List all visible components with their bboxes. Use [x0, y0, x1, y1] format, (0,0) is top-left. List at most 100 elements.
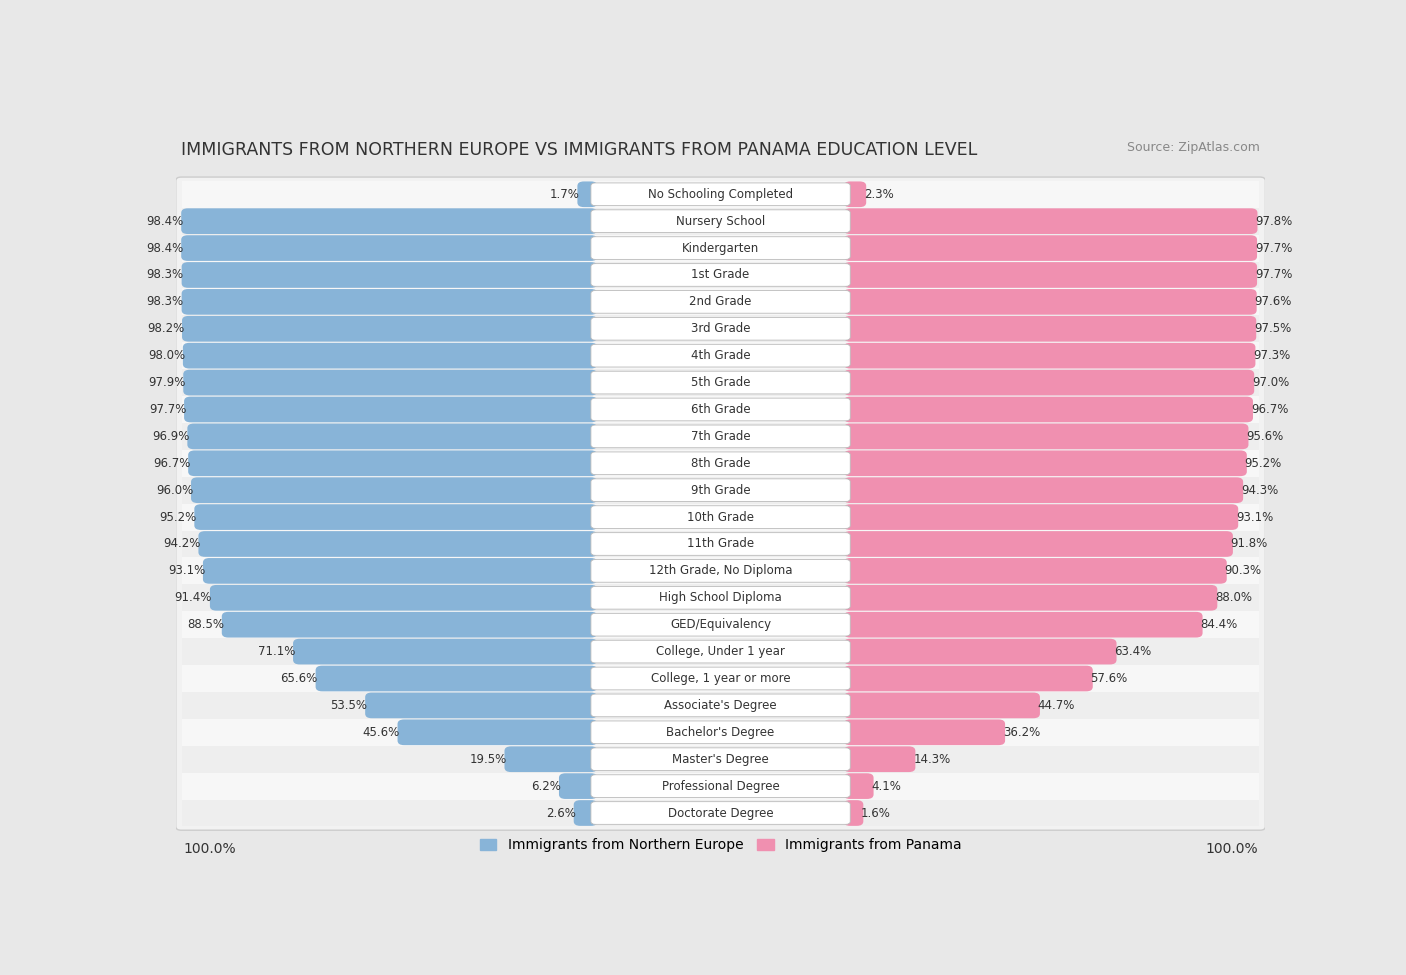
Text: 95.6%: 95.6% [1246, 430, 1284, 443]
Text: High School Diploma: High School Diploma [659, 591, 782, 604]
FancyBboxPatch shape [591, 371, 851, 394]
FancyBboxPatch shape [844, 773, 873, 799]
Text: 6.2%: 6.2% [531, 780, 561, 793]
Text: Professional Degree: Professional Degree [662, 780, 779, 793]
FancyBboxPatch shape [591, 237, 851, 259]
FancyBboxPatch shape [591, 210, 851, 232]
FancyBboxPatch shape [844, 720, 1005, 745]
Text: 98.3%: 98.3% [146, 268, 184, 282]
FancyBboxPatch shape [560, 773, 598, 799]
FancyBboxPatch shape [844, 746, 915, 772]
FancyBboxPatch shape [202, 558, 598, 584]
Text: 100.0%: 100.0% [183, 842, 236, 856]
Text: 3rd Grade: 3rd Grade [690, 323, 751, 335]
Bar [183, 289, 1258, 315]
FancyBboxPatch shape [181, 262, 598, 288]
Bar [183, 611, 1258, 639]
FancyBboxPatch shape [578, 181, 598, 207]
Bar [183, 423, 1258, 449]
Text: 45.6%: 45.6% [363, 725, 399, 739]
Text: 44.7%: 44.7% [1038, 699, 1076, 712]
Text: College, Under 1 year: College, Under 1 year [657, 645, 785, 658]
FancyBboxPatch shape [844, 558, 1227, 584]
FancyBboxPatch shape [591, 667, 851, 690]
Text: 98.2%: 98.2% [148, 323, 184, 335]
Bar [183, 530, 1258, 558]
Bar [183, 746, 1258, 772]
Text: 1.7%: 1.7% [550, 188, 579, 201]
FancyBboxPatch shape [591, 318, 851, 340]
FancyBboxPatch shape [591, 694, 851, 717]
Text: 63.4%: 63.4% [1115, 645, 1152, 658]
Bar [183, 719, 1258, 746]
FancyBboxPatch shape [844, 612, 1202, 638]
FancyBboxPatch shape [844, 639, 1116, 664]
Text: 4th Grade: 4th Grade [690, 349, 751, 362]
Text: 8th Grade: 8th Grade [690, 456, 751, 470]
FancyBboxPatch shape [591, 425, 851, 448]
Bar [183, 477, 1258, 504]
Bar [183, 639, 1258, 665]
Text: Nursery School: Nursery School [676, 214, 765, 228]
FancyBboxPatch shape [183, 343, 598, 369]
Text: 91.8%: 91.8% [1230, 537, 1268, 551]
Text: 96.0%: 96.0% [156, 484, 193, 496]
FancyBboxPatch shape [315, 666, 598, 691]
FancyBboxPatch shape [844, 181, 866, 207]
FancyBboxPatch shape [844, 478, 1243, 503]
Text: 95.2%: 95.2% [1244, 456, 1282, 470]
FancyBboxPatch shape [844, 800, 863, 826]
Text: 97.7%: 97.7% [1256, 268, 1292, 282]
Text: 57.6%: 57.6% [1091, 672, 1128, 685]
FancyBboxPatch shape [574, 800, 598, 826]
Bar [183, 396, 1258, 423]
Text: 100.0%: 100.0% [1205, 842, 1258, 856]
Text: Master's Degree: Master's Degree [672, 753, 769, 765]
FancyBboxPatch shape [844, 692, 1040, 719]
Text: 11th Grade: 11th Grade [688, 537, 754, 551]
FancyBboxPatch shape [844, 370, 1254, 396]
Text: 9th Grade: 9th Grade [690, 484, 751, 496]
Bar [183, 235, 1258, 261]
Text: 97.3%: 97.3% [1253, 349, 1291, 362]
FancyBboxPatch shape [591, 344, 851, 367]
FancyBboxPatch shape [591, 641, 851, 663]
Legend: Immigrants from Northern Europe, Immigrants from Panama: Immigrants from Northern Europe, Immigra… [474, 833, 967, 858]
Text: 96.9%: 96.9% [152, 430, 190, 443]
Bar [183, 370, 1258, 396]
FancyBboxPatch shape [591, 263, 851, 287]
FancyBboxPatch shape [366, 692, 598, 719]
FancyBboxPatch shape [844, 316, 1256, 341]
Text: 98.4%: 98.4% [146, 242, 183, 254]
Text: 65.6%: 65.6% [281, 672, 318, 685]
Text: 14.3%: 14.3% [912, 753, 950, 765]
Bar [183, 800, 1258, 827]
Bar [183, 180, 1258, 208]
Bar [183, 208, 1258, 235]
Text: 88.0%: 88.0% [1215, 591, 1253, 604]
Text: 98.4%: 98.4% [146, 214, 183, 228]
Text: 96.7%: 96.7% [1251, 403, 1288, 416]
FancyBboxPatch shape [844, 666, 1092, 691]
Text: 90.3%: 90.3% [1225, 565, 1261, 577]
Text: 94.2%: 94.2% [163, 537, 201, 551]
Text: Bachelor's Degree: Bachelor's Degree [666, 725, 775, 739]
FancyBboxPatch shape [844, 289, 1257, 315]
Text: 12th Grade, No Diploma: 12th Grade, No Diploma [648, 565, 793, 577]
FancyBboxPatch shape [176, 177, 1265, 831]
Text: 2.3%: 2.3% [865, 188, 894, 201]
Text: 97.8%: 97.8% [1256, 214, 1292, 228]
Bar [183, 449, 1258, 477]
Bar [183, 558, 1258, 584]
Bar [183, 342, 1258, 370]
FancyBboxPatch shape [844, 585, 1218, 610]
FancyBboxPatch shape [181, 209, 598, 234]
Text: Associate's Degree: Associate's Degree [664, 699, 778, 712]
Text: 97.6%: 97.6% [1254, 295, 1292, 308]
Text: 2.6%: 2.6% [546, 806, 576, 820]
Text: 10th Grade: 10th Grade [688, 511, 754, 524]
Text: 19.5%: 19.5% [470, 753, 506, 765]
Text: No Schooling Completed: No Schooling Completed [648, 188, 793, 201]
FancyBboxPatch shape [591, 560, 851, 582]
Bar [183, 772, 1258, 800]
